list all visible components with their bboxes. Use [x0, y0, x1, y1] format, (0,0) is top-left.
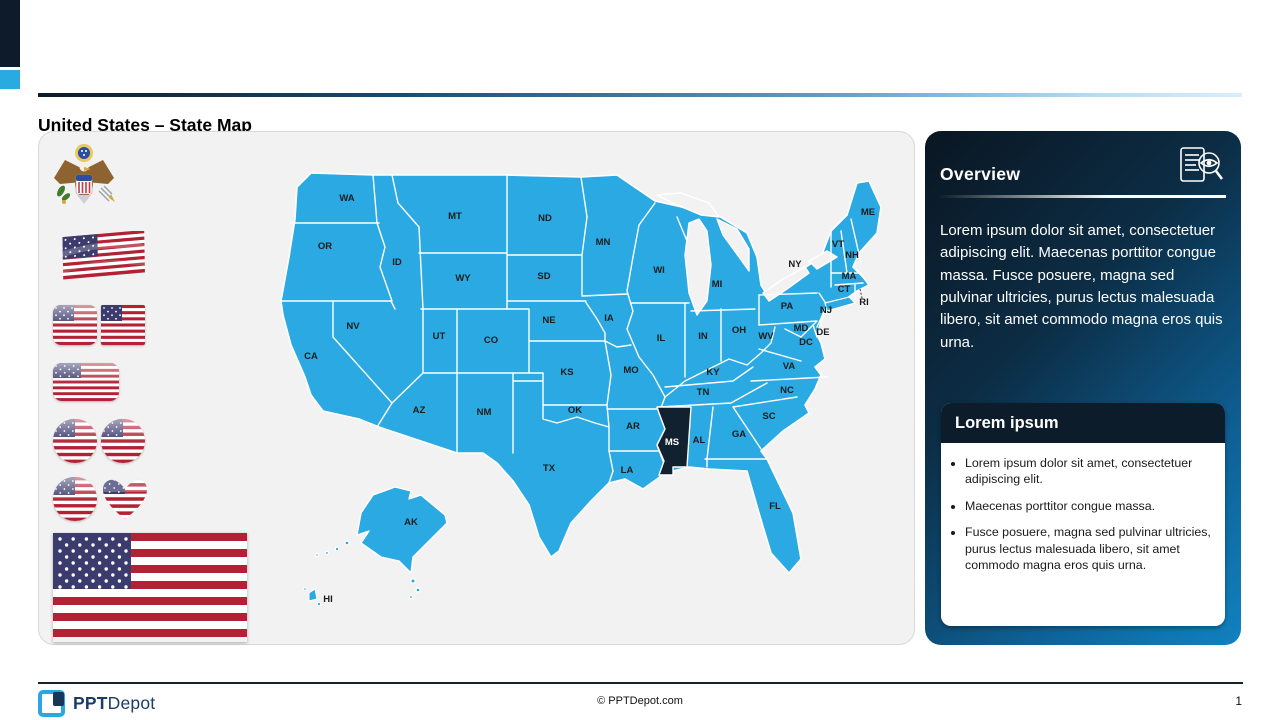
ri-leader-line [859, 288, 863, 299]
state-label-al: AL [693, 435, 706, 446]
lorem-card-body: Lorem ipsum dolor sit amet, consectetuer… [941, 455, 1225, 573]
footer-divider [38, 682, 1243, 684]
state-label-ok: OK [568, 405, 582, 416]
state-label-me: ME [861, 207, 875, 218]
state-label-wa: WA [339, 193, 354, 204]
state-label-fl: FL [769, 501, 781, 512]
page-title: United States – State Map [38, 114, 252, 135]
large-flag-icon [53, 533, 247, 642]
state-label-mo: MO [623, 365, 638, 376]
pptdepot-logo-icon [38, 690, 65, 717]
state-mississippi-highlight [656, 406, 692, 476]
pptdepot-logo: PPTDepot [38, 690, 155, 717]
state-label-nv: NV [346, 321, 360, 332]
state-label-mi: MI [712, 279, 723, 290]
state-label-de: DE [816, 327, 829, 338]
header-divider [38, 93, 1242, 97]
card-bullet-list: Lorem ipsum dolor sit amet, consectetuer… [941, 455, 1225, 573]
state-label-ky: KY [706, 367, 720, 378]
circle-flag-icon [53, 419, 97, 463]
big-flag-stars [58, 537, 128, 589]
great-lakes [656, 192, 838, 316]
state-label-tx: TX [543, 463, 556, 474]
state-label-nc: NC [780, 385, 794, 396]
rounded-flag-icon [53, 305, 97, 345]
state-label-vt: VT [832, 239, 844, 250]
state-label-wv: WV [758, 331, 774, 342]
state-label-ga: GA [732, 429, 746, 440]
waving-flag-icon [57, 229, 149, 292]
state-label-ct: CT [838, 284, 851, 295]
state-label-az: AZ [413, 405, 426, 416]
state-label-la: LA [621, 465, 634, 476]
document-magnifier-eye-icon [1179, 146, 1225, 193]
state-label-id: ID [392, 257, 402, 268]
hawaii-inset [303, 587, 322, 607]
lorem-card-header: Lorem ipsum [941, 403, 1225, 443]
long-island [824, 296, 857, 312]
state-label-nd: ND [538, 213, 552, 224]
state-label-nh: NH [845, 250, 859, 261]
map-panel: WA OR CA NV ID UT AZ MT WY CO NM ND SD NE KS OK TX MN IA MO… [38, 131, 915, 645]
state-label-ut: UT [433, 331, 446, 342]
state-label-ca: CA [304, 351, 318, 362]
card-bullet: Fusce posuere, magna sed pulvinar ultric… [965, 524, 1213, 573]
state-label-ms: MS [665, 437, 679, 448]
state-label-hi: HI [323, 594, 333, 605]
overview-paragraph: Lorem ipsum dolor sit amet, consectetuer… [940, 222, 1223, 351]
wide-rounded-flag-icon [53, 363, 119, 401]
state-label-ri: RI [859, 297, 869, 308]
sidebar-divider [940, 195, 1226, 198]
state-label-va: VA [783, 361, 796, 372]
page-number: 1 [1235, 694, 1242, 708]
logo-text-bold: PPT [73, 693, 108, 713]
state-label-nm: NM [477, 407, 492, 418]
heart-flag-icon [101, 476, 149, 527]
state-label-pa: PA [781, 301, 794, 312]
card-bullet: Lorem ipsum dolor sit amet, consectetuer… [965, 455, 1213, 488]
alaska-inset [314, 486, 448, 600]
state-label-ne: NE [542, 315, 555, 326]
state-label-or: OR [318, 241, 332, 252]
state-label-ks: KS [560, 367, 573, 378]
state-label-mt: MT [448, 211, 462, 222]
state-label-ia: IA [604, 313, 614, 324]
card-bullet: Maecenas porttitor congue massa. [965, 498, 1213, 514]
sidebar-heading: Overview [940, 164, 1021, 184]
logo-text-regular: Depot [107, 693, 156, 713]
state-label-tn: TN [697, 387, 710, 398]
state-label-ny: NY [788, 259, 802, 270]
state-label-wi: WI [653, 265, 665, 276]
state-label-dc: DC [799, 337, 813, 348]
state-label-co: CO [484, 335, 498, 346]
circle-flag-icon-3 [53, 477, 97, 521]
footer-copyright: © PPTDepot.com [597, 695, 683, 707]
state-label-mn: MN [596, 237, 611, 248]
state-label-sc: SC [762, 411, 775, 422]
us-map-svg: WA OR CA NV ID UT AZ MT WY CO NM ND SD NE KS OK TX MN IA MO… [280, 172, 882, 607]
pptdepot-logo-text: PPTDepot [73, 693, 155, 714]
lorem-card: Lorem ipsum Lorem ipsum dolor sit amet, … [941, 403, 1225, 626]
state-label-wy: WY [455, 273, 471, 284]
state-label-sd: SD [537, 271, 550, 282]
great-seal-icon [51, 142, 117, 217]
lorem-card-heading: Lorem ipsum [955, 413, 1059, 432]
state-label-oh: OH [732, 325, 746, 336]
circle-flag-icon-2 [101, 419, 145, 463]
state-label-il: IL [657, 333, 666, 344]
state-label-nj: NJ [820, 305, 832, 316]
state-label-in: IN [698, 331, 708, 342]
corner-accent-navy [0, 0, 20, 67]
state-label-ma: MA [842, 271, 857, 282]
state-label-md: MD [794, 323, 809, 334]
corner-accent-blue [0, 70, 20, 89]
state-label-ar: AR [626, 421, 640, 432]
overview-sidebar: Overview Lorem ipsum dolor sit amet, con… [925, 131, 1241, 645]
square-flag-icon [101, 305, 145, 345]
state-label-ak: AK [404, 517, 418, 528]
